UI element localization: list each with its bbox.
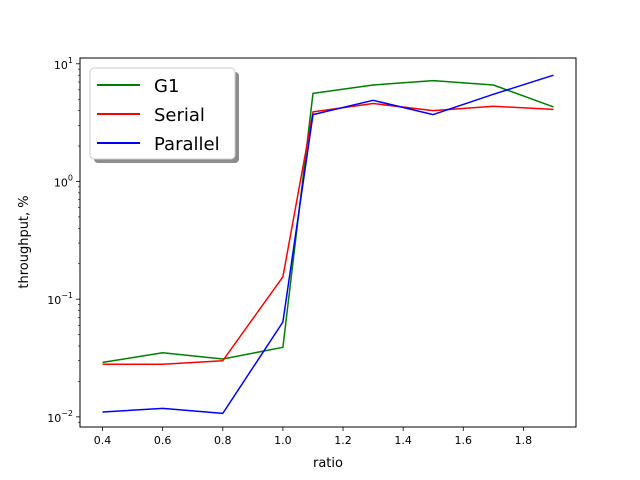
x-tick-label: 0.4 <box>94 434 112 447</box>
y-tick-label: 10−2 <box>47 409 73 425</box>
series-layer <box>102 74 554 415</box>
series-line-g1 <box>102 79 554 364</box>
x-tick-label: 1.8 <box>515 434 533 447</box>
y-axis: 10−2 10−1 100 101 <box>47 56 80 425</box>
legend-label-g1: G1 <box>154 76 179 97</box>
x-axis-label: ratio <box>313 456 343 471</box>
x-tick-label: 1.2 <box>334 434 352 447</box>
x-tick-label: 1.0 <box>274 434 292 447</box>
x-tick-label: 1.4 <box>394 434 412 447</box>
legend-label-serial: Serial <box>154 105 205 126</box>
plot-frame <box>79 57 577 428</box>
legend-box <box>89 67 236 160</box>
legend-label-parallel: Parallel <box>154 134 220 155</box>
x-tick-label: 0.8 <box>214 434 232 447</box>
y-axis-label: throughput, % <box>17 195 32 288</box>
y-tick-label: 101 <box>54 56 73 72</box>
x-tick-label: 1.6 <box>455 434 473 447</box>
legend-entries: G1 Serial Parallel <box>97 76 220 155</box>
x-tick-label: 0.6 <box>154 434 172 447</box>
y-tick-label: 10−1 <box>47 291 73 307</box>
legend: G1 Serial Parallel <box>89 67 239 163</box>
series-line-parallel <box>102 74 554 415</box>
y-tick-label: 100 <box>54 173 73 189</box>
series-line-serial <box>102 102 554 365</box>
x-axis: 0.4 0.6 0.8 1.0 1.2 1.4 1.6 1.8 <box>94 427 532 447</box>
